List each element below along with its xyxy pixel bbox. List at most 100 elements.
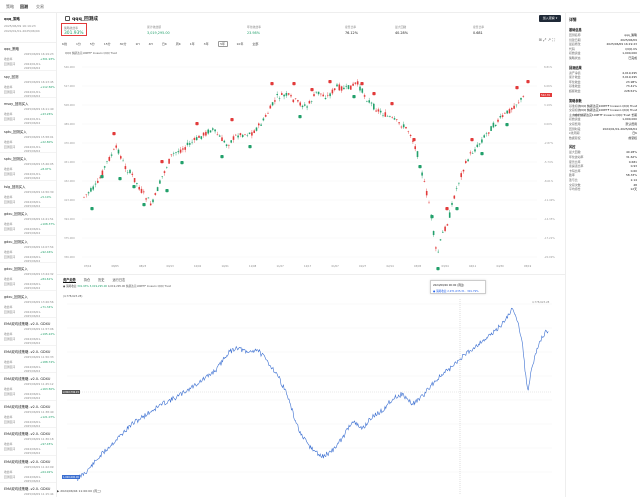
period-tab[interactable]: 日K bbox=[161, 42, 167, 46]
strategy-list-item[interactable]: sptu_回测买入 2025/06/09 15:58:01 收益率 +22.80% 回测… bbox=[0, 126, 56, 153]
buy-marker[interactable] bbox=[480, 152, 484, 156]
strategy-list-sidebar[interactable]: qqq_策略 2025/06/09 16:19:23 2024/01/01-20… bbox=[0, 13, 57, 497]
sell-marker[interactable] bbox=[470, 138, 474, 142]
candle-body bbox=[103, 166, 106, 168]
result-tab[interactable]: 持仓 bbox=[83, 278, 91, 282]
sell-marker[interactable] bbox=[270, 82, 274, 86]
sell-marker[interactable] bbox=[292, 82, 296, 86]
buy-marker[interactable] bbox=[142, 203, 146, 207]
buy-marker[interactable] bbox=[180, 161, 184, 165]
buy-marker[interactable] bbox=[220, 155, 224, 159]
buy-marker[interactable] bbox=[132, 185, 136, 189]
strategy-list-item[interactable]: EMA双均线策略 -v2.0- GDXU 2025/06/09 11:38:40 收… bbox=[0, 401, 56, 428]
period-tab[interactable]: 4H bbox=[148, 42, 153, 46]
buy-marker[interactable] bbox=[352, 95, 356, 99]
period-tab[interactable]: 5分 bbox=[89, 42, 95, 46]
buy-marker[interactable] bbox=[455, 207, 459, 211]
topnav-item[interactable]: 回测 bbox=[20, 4, 28, 9]
topnav-item[interactable]: 策略 bbox=[6, 4, 14, 9]
chart-tools[interactable]: ⊞ ⤢ ↗ ⛶ bbox=[538, 37, 555, 42]
result-tab[interactable]: 历史 bbox=[98, 278, 105, 282]
range-value: 2024/06/01-2025/06/04 bbox=[24, 254, 42, 263]
sell-marker[interactable] bbox=[515, 86, 519, 90]
topnav-item[interactable]: 交易 bbox=[36, 4, 44, 9]
period-tab[interactable]: 15分 bbox=[103, 42, 111, 46]
buy-marker[interactable] bbox=[118, 177, 122, 181]
period-tab[interactable]: 1H bbox=[135, 42, 140, 46]
buy-marker[interactable] bbox=[248, 145, 252, 149]
sell-marker[interactable] bbox=[328, 80, 332, 84]
strategy-list-item[interactable]: gdxu_回测买入 2025/06/09 14:21:51 收益率 +108.37% 回… bbox=[0, 208, 56, 236]
sell-marker[interactable] bbox=[390, 102, 394, 106]
add-to-watch-button[interactable]: 加入观察 ▾ bbox=[539, 15, 561, 22]
candle-body bbox=[299, 102, 301, 106]
sell-marker[interactable] bbox=[445, 207, 449, 211]
candle-body bbox=[304, 104, 306, 106]
strategy-list-item[interactable]: gdxu_回测买入 2025/06/09 14:07:54 收益率 +92.46% 回测… bbox=[0, 236, 56, 263]
candle-body bbox=[297, 100, 299, 102]
sell-marker[interactable] bbox=[195, 122, 199, 126]
candle-body bbox=[451, 203, 453, 205]
strategy-list-item[interactable]: EMA双均线策略 -v2.0- GDXU 2025/06/09 11:22:09 收… bbox=[0, 456, 56, 483]
metric-label: 策略收益率 bbox=[64, 26, 78, 30]
period-tab[interactable]: 周K bbox=[175, 42, 181, 46]
period-tab[interactable]: 10年 bbox=[236, 42, 244, 46]
range-value: 2024/06/01-2025/06/04 bbox=[24, 474, 42, 483]
buy-marker[interactable] bbox=[165, 189, 169, 193]
candle-body bbox=[308, 101, 311, 104]
sell-marker[interactable] bbox=[310, 88, 314, 92]
strategy-list-item[interactable]: msoy_回测买入 2025/06/09 16:11:40 收益率 +43.26% 回测… bbox=[0, 98, 56, 126]
sell-marker[interactable] bbox=[230, 118, 234, 122]
details-value: 0.681 bbox=[628, 159, 637, 164]
period-tab[interactable]: K线 bbox=[62, 42, 67, 46]
sell-marker[interactable] bbox=[112, 132, 116, 136]
buy-marker[interactable] bbox=[90, 207, 94, 211]
candle-body bbox=[117, 149, 120, 154]
strategy-list-item[interactable]: spy_回测 2025/06/09 16:13:45 收益率 +112.56% 回测区间… bbox=[0, 71, 56, 98]
strategy-list-item[interactable]: tslg_回测买入 2025/06/09 14:50:30 收益率 +5.10% 回测区… bbox=[0, 181, 56, 208]
period-tab[interactable]: 1年 bbox=[189, 42, 195, 46]
candle-body bbox=[113, 149, 115, 150]
strategy-list-item[interactable]: EMA双均线策略 -v2.0- GDXU 2025/06/09 11:57:06 收… bbox=[0, 318, 56, 346]
buy-marker[interactable] bbox=[430, 215, 434, 219]
result-tab[interactable]: 运行日志 bbox=[112, 278, 126, 282]
asset-curve-chart[interactable]: 4,778,623.28 2,802,736.15 1,000,000.00 bbox=[62, 299, 559, 497]
sell-marker[interactable] bbox=[412, 138, 416, 142]
playback-bar[interactable]: ▶ 2024/06/04 11:00:00 (周二) bbox=[57, 489, 102, 493]
kline-chart[interactable]: 546.000 8.81% 527.000 6.06% 508.000 3.19% 489.… bbox=[62, 57, 559, 271]
strategy-list-item[interactable]: EMA双均线策略 -v2.0- GDXU 2025/06/09 11:45:12 收… bbox=[0, 373, 56, 401]
buy-marker[interactable] bbox=[418, 165, 422, 169]
period-tab[interactable]: 30分 bbox=[119, 42, 127, 46]
buy-marker[interactable] bbox=[436, 267, 440, 271]
result-tabs[interactable]: 资产走势 持仓 历史 运行日志 bbox=[63, 277, 133, 283]
strategy-list-item[interactable]: gdxu_回测买入 2025/06/09 13:26:56 收益率 +71.34% 回测… bbox=[0, 291, 56, 318]
candle-body bbox=[193, 138, 196, 140]
period-tab[interactable]: 1分 bbox=[75, 42, 81, 46]
sell-marker[interactable] bbox=[372, 92, 376, 96]
buy-marker[interactable] bbox=[100, 175, 104, 179]
candle-body bbox=[129, 169, 131, 174]
candle-body bbox=[481, 139, 483, 143]
strategy-list-item[interactable]: EMA双均线策略 -v2.0- GDXU 2025/06/09 11:50:33 收… bbox=[0, 346, 56, 373]
period-tab[interactable]: 3年 bbox=[203, 42, 209, 46]
sell-marker[interactable] bbox=[526, 80, 530, 84]
candle-body bbox=[94, 183, 97, 185]
sell-marker[interactable] bbox=[360, 82, 364, 86]
buy-marker[interactable] bbox=[298, 115, 302, 119]
result-tab[interactable]: 资产走势 bbox=[63, 278, 76, 283]
range-label: 回测区间 bbox=[4, 447, 16, 451]
period-tabs[interactable]: K线 1分 5分 15分 30分 1H 4H 日K 周K 1年 3年 5年 10年 全部 bbox=[62, 41, 267, 47]
y-axis-label: 527.000 bbox=[64, 84, 75, 88]
strategy-list-item[interactable]: gdxu_回测买入 2025/06/09 13:44:32 收益率 +84.61% 回测… bbox=[0, 263, 56, 291]
buy-marker[interactable] bbox=[505, 123, 509, 127]
y-axis-label: 470.000 bbox=[64, 141, 75, 145]
details-section-title: 风控 bbox=[569, 145, 576, 150]
y-axis-label: 375.000 bbox=[64, 236, 75, 240]
strategy-list-item[interactable]: qqq_策略 2025/06/09 16:19:23 收益率 +301.93% 回测区间… bbox=[0, 43, 56, 71]
sell-marker[interactable] bbox=[160, 160, 164, 164]
strategy-list-item[interactable]: EMA双均线策略 -v2.0- GDXU 2025/06/09 11:30:18 收… bbox=[0, 428, 56, 456]
strategy-list-item[interactable]: sptu_回测买入 2025/06/09 15:46:05 收益率 +8.97% 回测区… bbox=[0, 153, 56, 181]
period-tab[interactable]: 5年 bbox=[217, 41, 228, 47]
period-tab[interactable]: 全部 bbox=[252, 42, 259, 46]
